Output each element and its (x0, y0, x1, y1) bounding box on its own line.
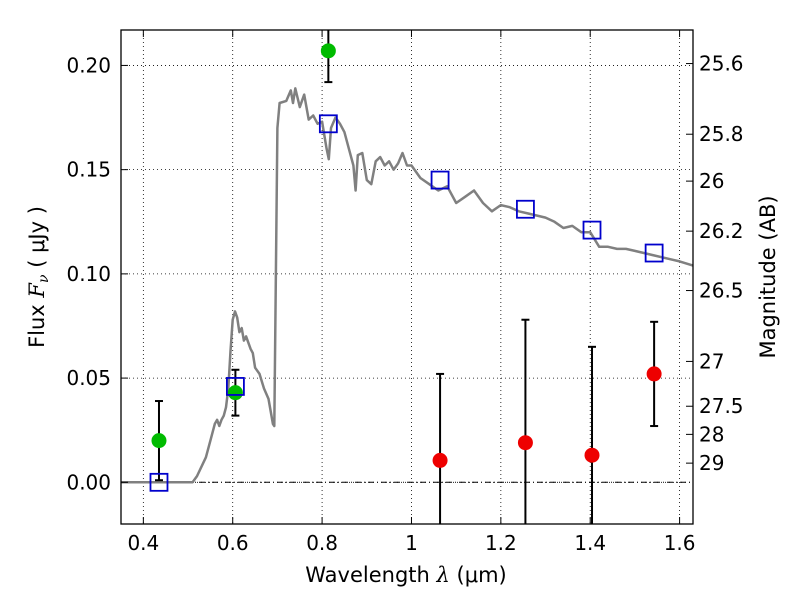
model-spectrum-line (121, 87, 693, 484)
red-data-point (646, 366, 662, 382)
x-tick-label: 1 (405, 531, 418, 555)
data-markers (149, 43, 664, 492)
model-square-marker (516, 199, 535, 219)
x-axis-label: Wavelength λ (μm) (305, 563, 506, 587)
green-data-point (151, 433, 167, 449)
green-data-point (320, 43, 336, 59)
x-tick-label: 1.4 (574, 531, 606, 555)
model-square-marker (318, 114, 338, 134)
y-tick-label: 0.10 (66, 262, 111, 286)
green-data-point (227, 385, 243, 401)
y2-tick-label: 26.2 (699, 219, 744, 243)
y2-axis-label: Magnitude (AB) (756, 195, 780, 358)
y2-tick-label: 27 (699, 349, 724, 373)
red-data-point (584, 447, 600, 463)
y2-tick-label: 28 (699, 422, 724, 446)
model-square-marker (644, 243, 664, 263)
y2-tick-label: 26 (699, 169, 724, 193)
model-square-marker (225, 377, 245, 396)
y-axis-label: Flux Fν ( μJy ) (25, 206, 52, 348)
model-square-marker (149, 472, 169, 492)
y2-tick-label: 26.5 (699, 279, 744, 303)
y-tick-label: 0.20 (66, 53, 111, 77)
y-tick-label: 0.15 (66, 158, 111, 182)
x-tick-label: 1.6 (664, 531, 696, 555)
red-data-point (432, 452, 448, 468)
y-tick-label: 0.05 (66, 366, 111, 390)
model-square-marker (582, 220, 602, 240)
y2-tick-label: 25.8 (699, 122, 744, 146)
plot-frame (120, 29, 694, 525)
y2-tick-label: 29 (699, 451, 724, 475)
grid-lines (121, 30, 693, 524)
x-tick-label: 1.2 (485, 531, 517, 555)
x-tick-label: 0.8 (306, 531, 338, 555)
model-square-marker (430, 170, 450, 190)
x-tick-label: 0.4 (127, 531, 159, 555)
y-tick-label: 0.00 (66, 470, 111, 494)
y2-tick-label: 27.5 (699, 394, 744, 418)
x-tick-labels: 0.4 0.6 0.8 1 1.2 1.4 1.6 (127, 531, 695, 555)
x-tick-label: 0.6 (217, 531, 249, 555)
y2-tick-label: 25.6 (699, 52, 744, 76)
plot-background (121, 30, 693, 524)
axis-ticks (121, 30, 693, 524)
y2-tick-labels: 25.6 25.8 26 26.2 26.5 27 27.5 28 29 (699, 52, 744, 476)
red-data-point (517, 435, 533, 451)
y-tick-labels: 0.00 0.05 0.10 0.15 0.20 (66, 53, 111, 494)
